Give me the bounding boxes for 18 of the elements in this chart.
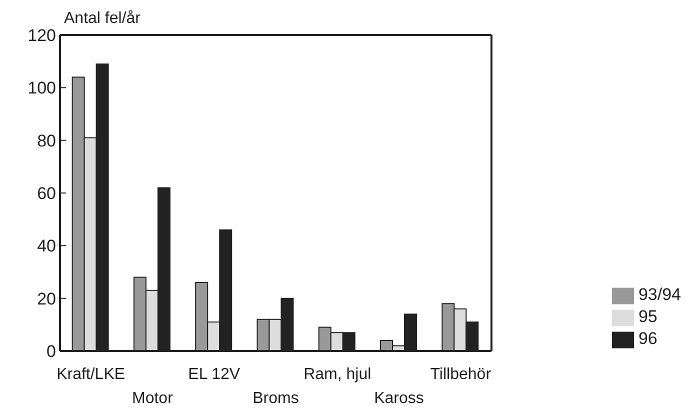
legend-label: 93/94 — [638, 285, 681, 304]
y-tick-label: 80 — [37, 131, 56, 150]
y-tick-label: 120 — [28, 26, 56, 46]
y-tick-label: 60 — [37, 184, 56, 204]
y-axis-title: Antal fel/år — [64, 10, 140, 28]
x-tick-label: EL 12V — [188, 366, 240, 383]
y-tick-label: 100 — [28, 78, 56, 98]
legend-label: 95 — [638, 307, 658, 326]
x-tick-label: Ram, hjul — [304, 366, 372, 383]
x-tick-label: Motor — [132, 390, 174, 407]
x-tick-label: Tillbehör — [430, 366, 492, 383]
x-tick-label: Kraft/LKE — [56, 366, 126, 383]
x-tick-label: Broms — [252, 390, 299, 407]
x-tick-label: Kaross — [374, 390, 424, 407]
y-tick-label: 20 — [37, 289, 56, 308]
legend-label: 96 — [638, 329, 658, 348]
y-tick-label: 0 — [46, 342, 56, 362]
y-tick-label: 40 — [37, 236, 56, 256]
